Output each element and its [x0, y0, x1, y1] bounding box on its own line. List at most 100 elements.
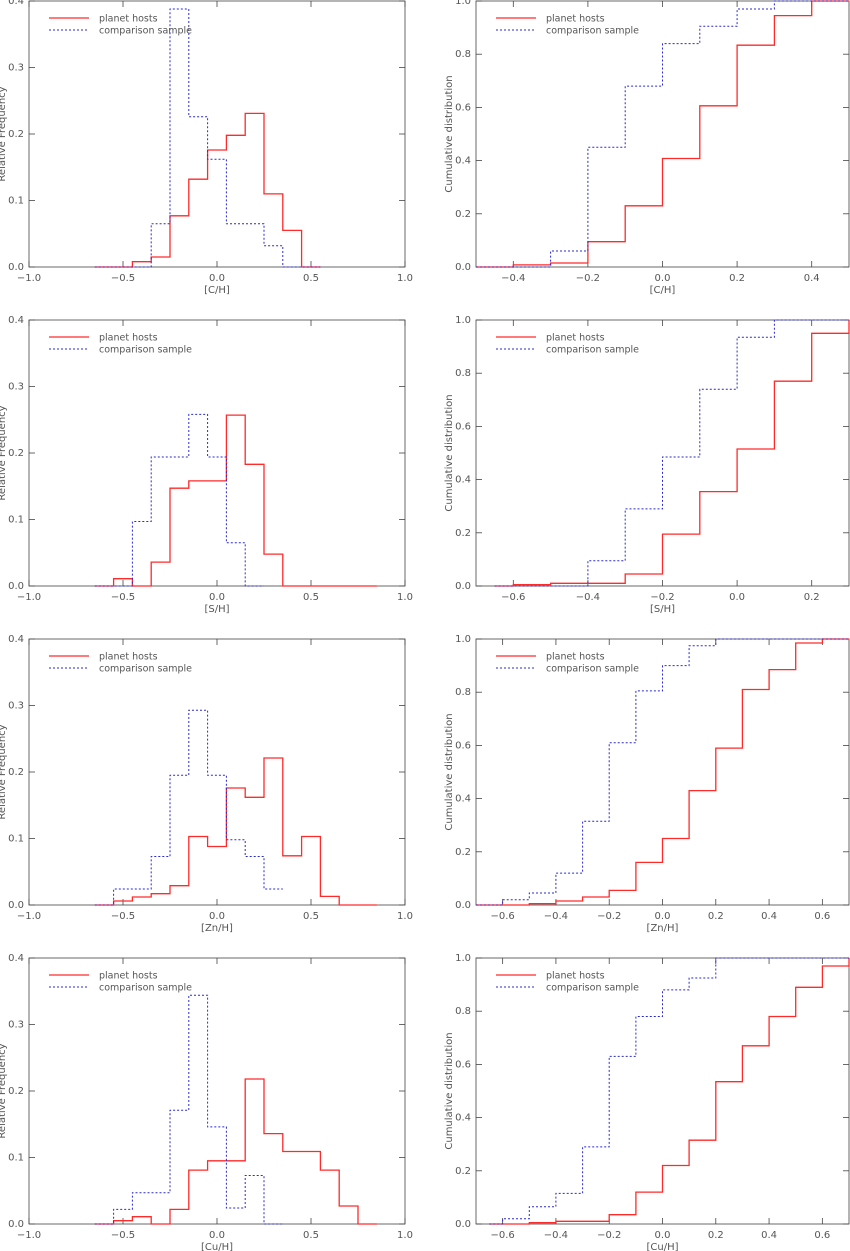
x-tick-label: 0.0	[209, 592, 225, 603]
x-tick-label: 0.4	[804, 273, 820, 284]
x-tick-label: −0.4	[501, 273, 525, 284]
legend-label-planet-hosts: planet hosts	[546, 971, 605, 982]
y-tick-label: 0.2	[8, 767, 24, 778]
x-tick-label: −1.0	[17, 1230, 41, 1241]
y-tick-label: 0.3	[8, 382, 24, 393]
x-tick-label: −0.5	[111, 911, 135, 922]
series-line-comparison-sample	[476, 0, 849, 268]
x-tick-label: 0.6	[814, 911, 830, 922]
y-tick-label: 0.2	[455, 847, 471, 858]
x-tick-label: −0.2	[576, 273, 600, 284]
legend-label-comparison-sample: comparison sample	[99, 345, 192, 356]
y-tick-label: 0.8	[455, 368, 471, 379]
x-tick-label: 1.0	[397, 911, 413, 922]
legend-label-planet-hosts: planet hosts	[546, 333, 605, 344]
x-tick-label: −0.2	[597, 911, 621, 922]
x-axis-label: [Zn/H]	[201, 923, 233, 934]
y-tick-label: 0.0	[8, 1219, 24, 1230]
y-tick-label: 0.4	[455, 794, 471, 805]
x-tick-label: 0.0	[209, 911, 225, 922]
panel-3: −1.0 −0.5 0.0 0.5 1.0 0.0 0.1 0.2 0.3 0.4 [S/H] Rel…	[0, 315, 413, 615]
axes-frame	[28, 319, 406, 587]
x-tick-label: −1.0	[17, 911, 41, 922]
x-tick-label: 0.2	[708, 911, 724, 922]
x-axis-label: [S/H]	[650, 604, 675, 615]
y-tick-label: 0.2	[455, 528, 471, 539]
x-tick-label: 1.0	[397, 1230, 413, 1241]
x-tick-label: −0.4	[544, 1230, 568, 1241]
legend-label-comparison-sample: comparison sample	[546, 345, 639, 356]
x-tick-label: 0.2	[729, 273, 745, 284]
x-axis-label: [Zn/H]	[647, 923, 679, 934]
series-line-comparison-sample	[94, 413, 264, 587]
x-tick-label: 0.4	[761, 1230, 777, 1241]
series-line-planet-hosts	[94, 757, 377, 906]
panel-6: −0.6 −0.4 −0.2 0.0 0.2 0.4 0.6 0.0 0.2 0.4 0.6 0.8 1…	[444, 634, 850, 934]
y-tick-label: 1.0	[455, 953, 471, 964]
y-axis-label: Cumulative distribution	[444, 1032, 455, 1149]
y-tick-label: 0.1	[8, 1153, 24, 1164]
series-line-comparison-sample	[476, 638, 849, 906]
y-axis-label: Relative Frequency	[0, 86, 8, 181]
x-tick-label: 0.0	[655, 911, 671, 922]
y-tick-label: 0.4	[8, 315, 24, 326]
legend-label-comparison-sample: comparison sample	[99, 983, 192, 994]
series-line-planet-hosts	[476, 0, 849, 268]
series-line-comparison-sample	[94, 994, 283, 1225]
x-tick-label: −0.6	[490, 1230, 514, 1241]
y-tick-label: 0.8	[455, 1006, 471, 1017]
x-tick-label: −0.2	[597, 1230, 621, 1241]
legend-label-comparison-sample: comparison sample	[99, 664, 192, 675]
x-axis-label: [S/H]	[204, 604, 229, 615]
x-tick-label: 0.0	[655, 273, 671, 284]
y-tick-label: 0.0	[8, 581, 24, 592]
series-line-comparison-sample	[94, 709, 283, 906]
series-line-planet-hosts	[94, 112, 321, 268]
y-tick-label: 0.2	[455, 1166, 471, 1177]
y-tick-label: 0.6	[455, 421, 471, 432]
y-tick-label: 1.0	[455, 315, 471, 326]
y-tick-label: 0.3	[8, 1020, 24, 1031]
y-tick-label: 0.4	[455, 156, 471, 167]
x-tick-label: −1.0	[17, 273, 41, 284]
legend-label-planet-hosts: planet hosts	[546, 652, 605, 663]
axes-frame	[28, 0, 406, 268]
x-tick-label: 0.0	[729, 592, 745, 603]
y-tick-label: 0.0	[455, 900, 471, 911]
legend-label-planet-hosts: planet hosts	[99, 652, 158, 663]
panel-8: −0.6 −0.4 −0.2 0.0 0.2 0.4 0.6 0.0 0.2 0.4 0.6 0.8 1…	[444, 953, 850, 1251]
legend-label-comparison-sample: comparison sample	[546, 983, 639, 994]
y-tick-label: 0.2	[8, 448, 24, 459]
y-tick-label: 0.4	[455, 1113, 471, 1124]
x-tick-label: 1.0	[397, 273, 413, 284]
legend-label-planet-hosts: planet hosts	[99, 971, 158, 982]
y-tick-label: 0.0	[455, 581, 471, 592]
y-tick-label: 1.0	[455, 634, 471, 645]
x-tick-label: −0.5	[111, 273, 135, 284]
x-axis-label: [C/H]	[650, 285, 676, 296]
y-tick-label: 0.8	[455, 687, 471, 698]
series-line-comparison-sample	[94, 8, 321, 268]
y-tick-label: 0.3	[8, 63, 24, 74]
series-line-comparison-sample	[489, 957, 849, 1225]
series-line-planet-hosts	[494, 320, 850, 587]
x-tick-label: 0.0	[209, 273, 225, 284]
x-tick-label: −0.5	[111, 592, 135, 603]
y-tick-label: 0.6	[455, 1059, 471, 1070]
panel-1: −1.0 −0.5 0.0 0.5 1.0 0.0 0.1 0.2 0.3 0.4 [C/H] Rel…	[0, 0, 413, 296]
y-tick-label: 0.0	[8, 262, 24, 273]
series-line-comparison-sample	[494, 319, 849, 587]
x-tick-label: 0.2	[708, 1230, 724, 1241]
y-tick-label: 0.8	[455, 49, 471, 60]
y-axis-label: Cumulative distribution	[444, 394, 455, 511]
y-tick-label: 1.0	[455, 0, 471, 7]
x-tick-label: 0.5	[303, 273, 319, 284]
x-tick-label: 0.4	[761, 911, 777, 922]
legend-label-planet-hosts: planet hosts	[99, 14, 158, 25]
x-tick-label: 0.5	[303, 592, 319, 603]
y-tick-label: 0.4	[8, 634, 24, 645]
series-line-planet-hosts	[489, 958, 850, 1225]
panel-7: −1.0 −0.5 0.0 0.5 1.0 0.0 0.1 0.2 0.3 0.4 [Cu/H] Re…	[0, 953, 413, 1251]
y-tick-label: 0.0	[8, 900, 24, 911]
x-tick-label: 0.2	[804, 592, 820, 603]
